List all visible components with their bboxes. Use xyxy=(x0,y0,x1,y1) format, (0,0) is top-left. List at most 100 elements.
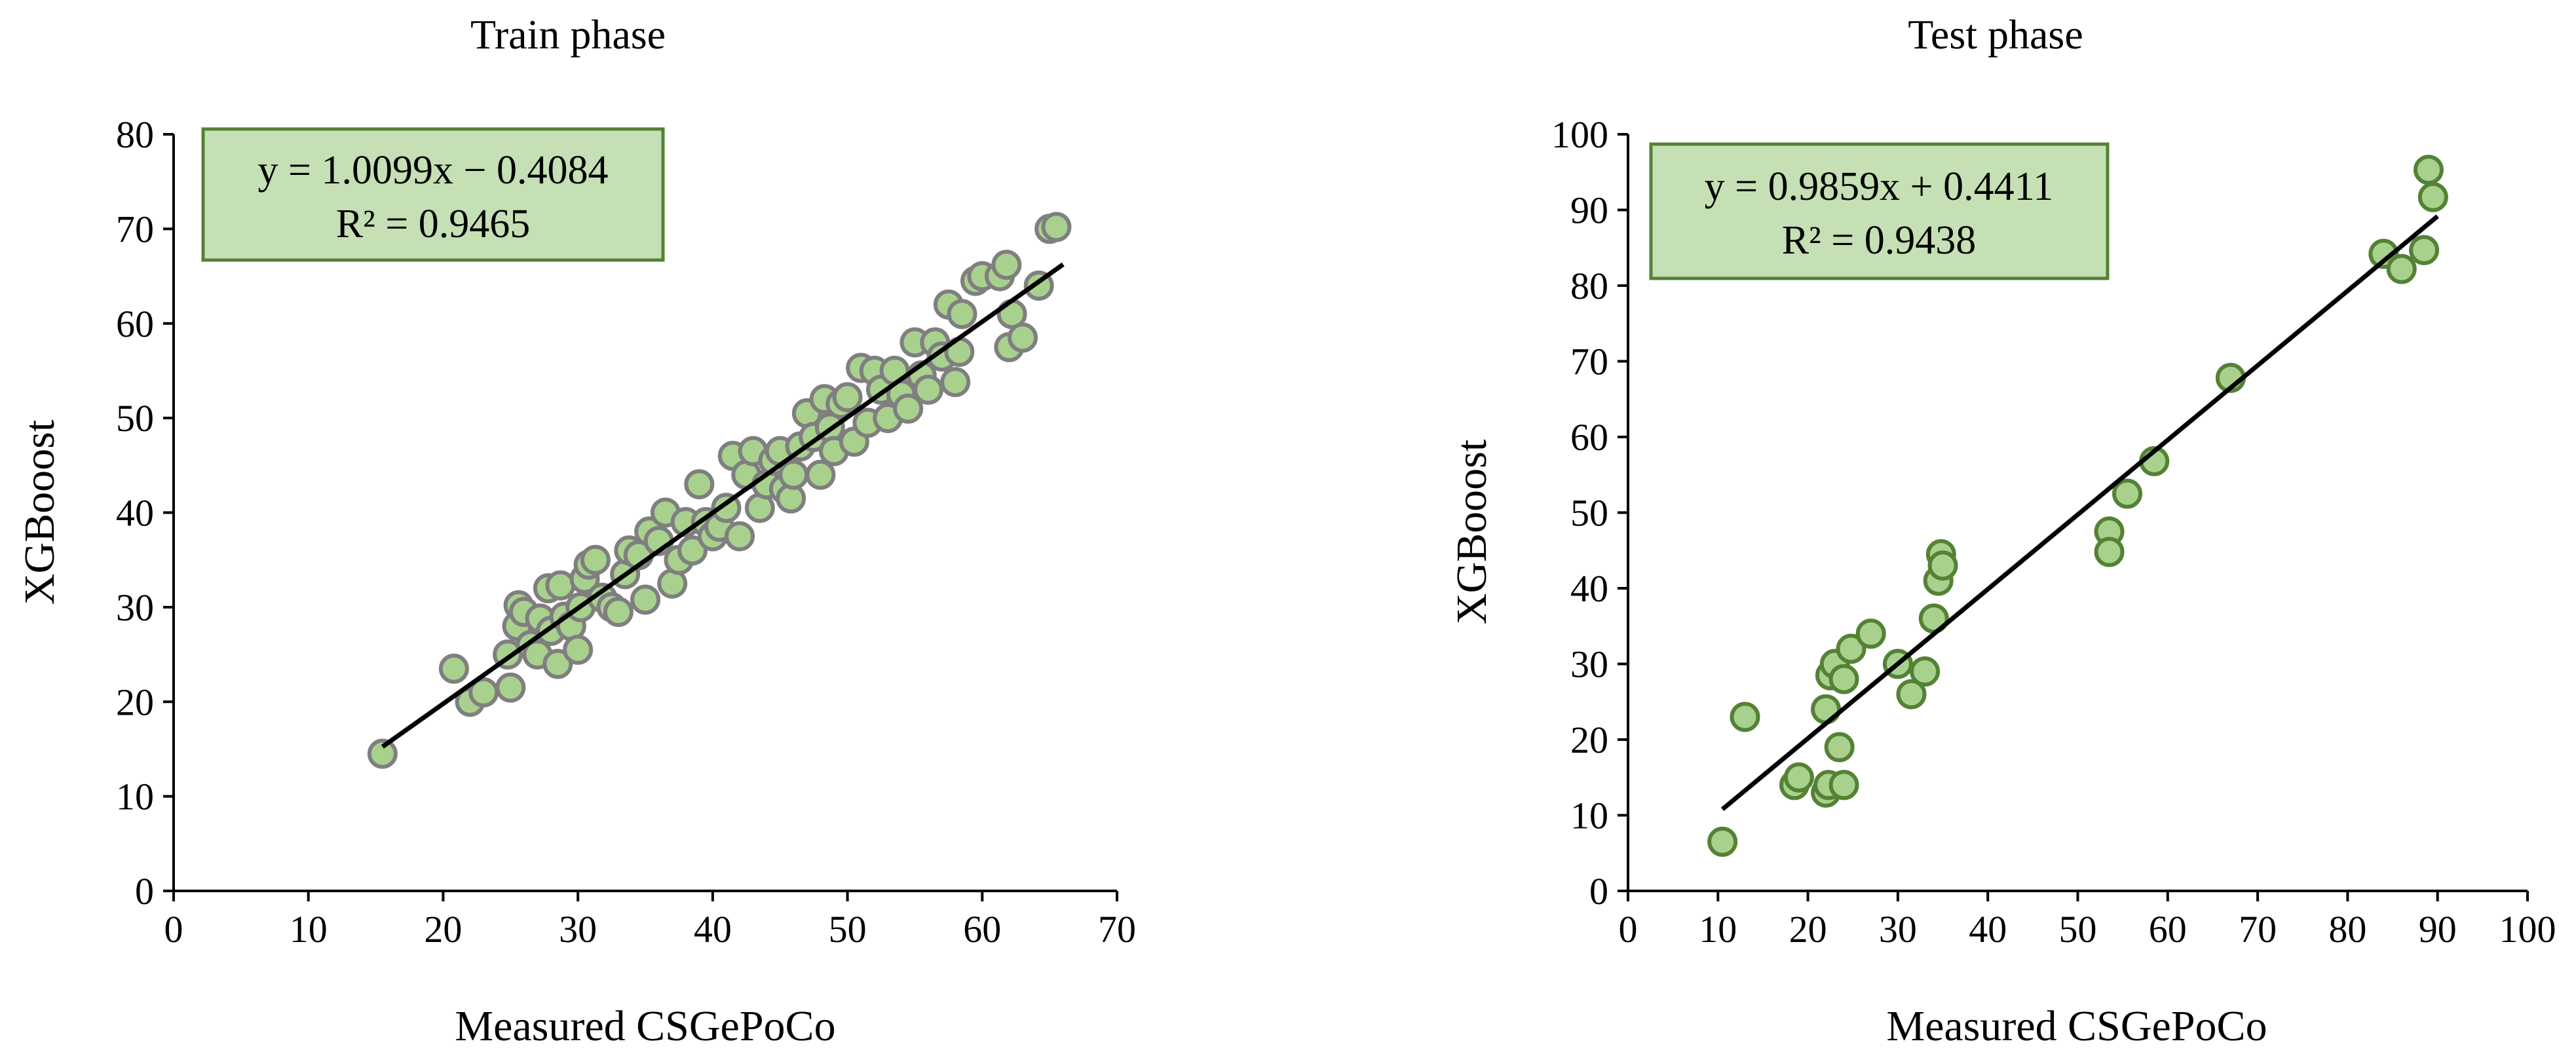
test-tick-marks xyxy=(1618,133,2529,901)
train-xtick-label: 30 xyxy=(559,908,597,951)
train-data-point xyxy=(778,459,809,490)
test-data-point xyxy=(2413,155,2444,185)
test-xtick-label: 80 xyxy=(2328,908,2366,951)
test-xtick-label: 70 xyxy=(2239,908,2277,951)
train-xlabel: Measured CSGePoCo xyxy=(455,1002,835,1050)
train-tick-marks xyxy=(163,133,1118,901)
train-data-point xyxy=(832,382,863,413)
test-data-point xyxy=(2417,181,2448,212)
train-ylabel: XGBooost xyxy=(16,420,64,605)
test-yaxis-ticklabels: 0 10 20 30 40 50 60 70 80 90 100 xyxy=(1551,113,1608,913)
test-ytick-label: 40 xyxy=(1570,567,1608,610)
train-ytick-label: 10 xyxy=(116,776,154,818)
train-ytick-label: 20 xyxy=(116,681,154,723)
test-data-point xyxy=(1707,826,1738,857)
train-xtick-label: 40 xyxy=(694,908,732,951)
test-data-point xyxy=(1828,664,1859,694)
test-xtick-label: 20 xyxy=(1789,908,1827,951)
train-ytick-label: 70 xyxy=(116,208,154,250)
train-xtick-label: 0 xyxy=(164,908,183,951)
test-ytick-label: 20 xyxy=(1570,719,1608,761)
train-data-point xyxy=(1041,212,1072,242)
test-data-point xyxy=(1927,550,1958,581)
train-data-point xyxy=(893,393,924,424)
train-data-point xyxy=(684,469,715,500)
train-data-point xyxy=(603,597,634,628)
train-ytick-label: 60 xyxy=(116,303,154,345)
test-xtick-label: 10 xyxy=(1699,908,1737,951)
test-r2: R² = 0.9438 xyxy=(1782,218,1976,263)
test-ytick-label: 30 xyxy=(1570,643,1608,686)
train-data-point xyxy=(563,634,594,665)
train-equation-box-bg xyxy=(201,127,665,262)
test-data-point xyxy=(2386,254,2417,284)
train-xaxis-ticklabels: 0 10 20 30 40 50 60 70 xyxy=(164,908,1137,951)
test-xtick-label: 50 xyxy=(2059,908,2097,951)
test-data-point xyxy=(1910,656,1941,687)
test-xtick-label: 60 xyxy=(2149,908,2187,951)
test-xtick-label: 40 xyxy=(1969,908,2007,951)
train-data-point xyxy=(542,649,573,679)
test-ylabel: XGBooost xyxy=(1448,440,1496,624)
train-r2: R² = 0.9465 xyxy=(336,202,530,246)
test-ytick-label: 10 xyxy=(1570,795,1608,837)
test-data-point xyxy=(1836,633,1866,664)
test-xlabel: Measured CSGePoCo xyxy=(1886,1002,2267,1050)
test-data-point xyxy=(1824,732,1855,763)
train-data-point xyxy=(913,374,943,405)
train-xtick-label: 60 xyxy=(963,908,1001,951)
test-equation: y = 0.9859x + 0.4411 xyxy=(1705,164,2054,209)
train-data-point xyxy=(580,544,611,575)
train-trendline xyxy=(381,262,1065,749)
train-equation: y = 1.0099x − 0.4084 xyxy=(258,148,609,193)
test-ytick-label: 70 xyxy=(1570,341,1608,383)
test-ytick-label: 100 xyxy=(1551,113,1608,156)
train-data-point xyxy=(495,672,526,703)
train-data-point xyxy=(677,535,708,566)
test-data-point xyxy=(1855,618,1886,649)
train-xtick-label: 20 xyxy=(424,908,462,951)
test-xaxis-ticklabels: 0 10 20 30 40 50 60 70 80 90 100 xyxy=(1619,908,2556,951)
train-data-point xyxy=(630,584,660,615)
train-ytick-label: 80 xyxy=(116,113,154,156)
test-data-point xyxy=(2094,537,2125,567)
train-data-point xyxy=(940,367,971,398)
train-data-point xyxy=(725,521,755,552)
train-data-point xyxy=(438,653,469,684)
test-title: Test phase xyxy=(1908,11,2083,58)
train-xtick-label: 70 xyxy=(1098,908,1136,951)
train-chart: Train phase 0 10 20 30 40 50 60 70 80 0 10 20 30 40 5… xyxy=(16,11,1136,1050)
test-xtick-label: 100 xyxy=(2499,908,2556,951)
train-data-point xyxy=(1008,322,1038,353)
train-xtick-label: 50 xyxy=(829,908,867,951)
train-title: Train phase xyxy=(470,11,666,58)
test-ytick-label: 90 xyxy=(1570,189,1608,232)
train-xtick-label: 10 xyxy=(290,908,328,951)
test-points xyxy=(1707,155,2448,857)
test-xtick-label: 90 xyxy=(2419,908,2457,951)
test-ytick-label: 0 xyxy=(1589,870,1608,913)
train-ytick-label: 0 xyxy=(135,870,154,913)
test-xtick-label: 30 xyxy=(1879,908,1917,951)
test-ytick-label: 50 xyxy=(1570,492,1608,535)
test-chart: Test phase 0 10 20 30 40 50 60 70 80 90 100 0 10 20 3… xyxy=(1448,11,2556,1050)
test-data-point xyxy=(2112,478,2143,509)
test-data-point xyxy=(1783,762,1814,793)
test-equation-box: y = 0.9859x + 0.4411 R² = 0.9438 xyxy=(1649,142,2110,280)
train-data-point xyxy=(805,459,836,490)
train-ytick-label: 40 xyxy=(116,492,154,535)
train-ytick-label: 50 xyxy=(116,397,154,440)
train-data-point xyxy=(545,570,576,601)
train-data-point xyxy=(991,250,1022,280)
test-data-point xyxy=(1896,679,1927,709)
test-data-point xyxy=(2409,235,2440,265)
test-ytick-label: 80 xyxy=(1570,265,1608,307)
test-ytick-label: 60 xyxy=(1570,416,1608,459)
train-yaxis-ticklabels: 0 10 20 30 40 50 60 70 80 xyxy=(116,113,154,913)
train-ytick-label: 30 xyxy=(116,586,154,629)
test-trendline xyxy=(1720,214,2439,812)
train-data-point xyxy=(947,299,977,330)
test-data-point xyxy=(1730,702,1760,732)
test-data-point xyxy=(1828,770,1859,801)
